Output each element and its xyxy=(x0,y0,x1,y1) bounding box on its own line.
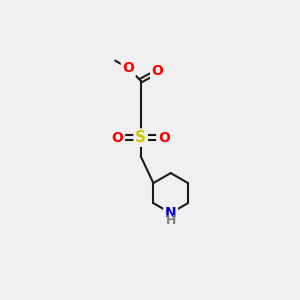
Text: H: H xyxy=(166,214,176,226)
Text: O: O xyxy=(112,130,124,145)
Text: O: O xyxy=(152,64,164,78)
Text: O: O xyxy=(122,61,134,75)
Text: O: O xyxy=(158,130,170,145)
Text: S: S xyxy=(135,130,146,145)
Text: N: N xyxy=(165,206,176,220)
